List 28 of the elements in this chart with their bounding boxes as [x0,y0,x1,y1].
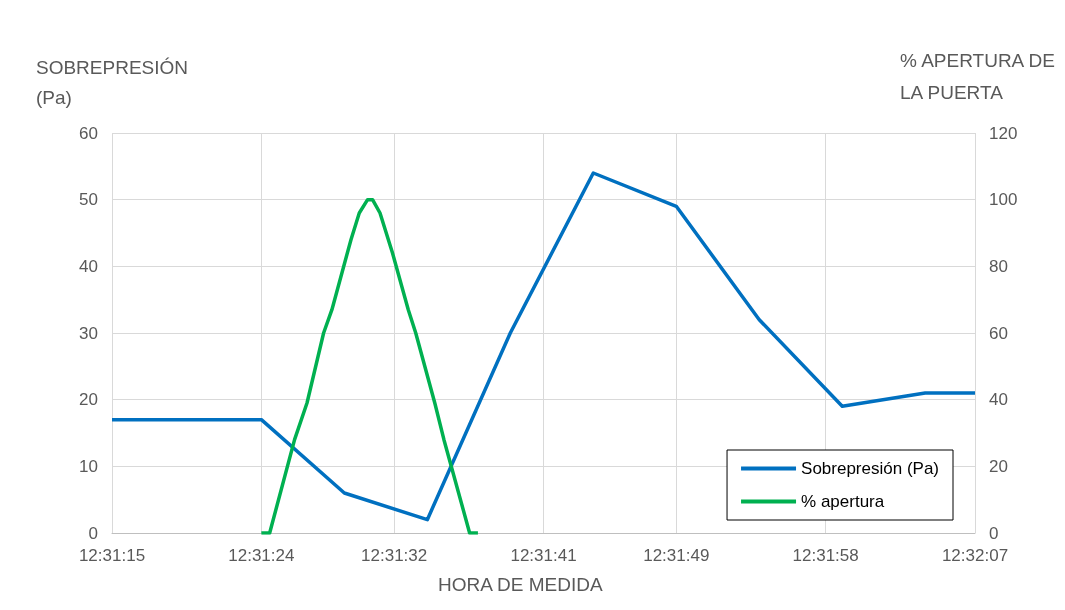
y-tick-label: 0 [88,523,98,543]
y-tick-label: 40 [79,256,98,276]
x-tick-label: 12:31:15 [78,546,146,565]
y2-tick-label: 100 [989,190,1018,210]
y2-tick-label: 20 [989,456,1008,476]
y2-tick-label: 80 [989,256,1008,276]
x-tick-label: 12:31:58 [792,546,859,565]
y-tick-label: 60 [79,123,98,143]
x-tick-label: 12:31:24 [228,546,295,565]
y2-tick-label: 40 [989,390,1008,410]
y2-tick-label: 60 [989,323,1008,343]
line-series [110,171,977,522]
y2-axis-title: % APERTURA DE LA PUERTA [900,49,1055,103]
y-tick-label: 50 [79,190,98,210]
line-series [259,197,480,535]
x-axis-title: HORA DE MEDIDA [438,574,604,595]
y2-tick-label: 120 [989,123,1018,143]
y-tick-label: 20 [79,390,98,410]
x-tick-label: 12:31:32 [361,546,428,565]
y-tick-label: 10 [79,456,98,476]
x-tick-label: 12:32:07 [941,546,1009,565]
y-tick-label: 30 [79,323,98,343]
y2-tick-label: 0 [989,523,999,543]
x-tick-label: 12:31:41 [510,546,577,565]
y-axis-title: SOBREPRESIÓN (Pa) [36,56,189,108]
legend-label: Sobrepresión (Pa) [801,459,940,478]
x-tick-label: 12:31:49 [643,546,710,565]
legend-label: % apertura [801,492,885,511]
